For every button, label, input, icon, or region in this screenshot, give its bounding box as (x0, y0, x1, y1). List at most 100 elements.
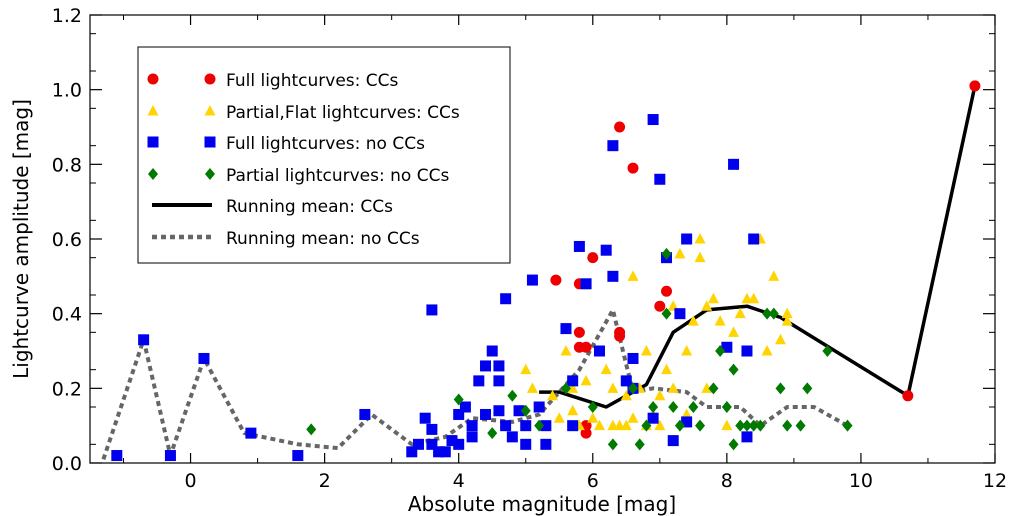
data-point-series-3 (533, 401, 545, 413)
data-point-series-3 (466, 420, 478, 432)
y-tick-label: 0.2 (52, 378, 82, 400)
data-point-series-3 (681, 416, 693, 428)
data-point-series-2 (728, 326, 740, 337)
data-point-series-2 (667, 300, 679, 311)
data-point-series-3 (292, 450, 304, 462)
data-point-series-4 (782, 419, 793, 432)
data-points (111, 80, 981, 462)
x-tick-label: 12 (983, 470, 1007, 492)
data-point-series-2 (774, 333, 786, 345)
data-point-series-3 (480, 360, 492, 372)
data-point-series-2 (701, 300, 713, 311)
data-point-series-1 (661, 285, 673, 297)
data-point-series-3 (359, 408, 371, 420)
data-point-series-3 (741, 345, 753, 357)
y-tick-label: 1.2 (52, 5, 82, 27)
data-point-series-4 (775, 382, 786, 395)
data-point-series-2 (567, 382, 579, 393)
data-point-series-3 (433, 446, 445, 458)
data-point-series-4 (748, 419, 759, 432)
data-point-series-4 (634, 438, 645, 451)
data-point-series-2 (781, 315, 793, 326)
data-point-series-1 (627, 162, 639, 174)
legend-marker (147, 136, 159, 148)
data-point-series-3 (493, 375, 505, 387)
data-point-series-4 (507, 389, 518, 402)
data-point-series-1 (580, 427, 592, 439)
data-point-series-3 (647, 114, 659, 126)
x-tick-label: 0 (185, 470, 197, 492)
data-point-series-4 (453, 393, 464, 406)
data-point-series-1 (580, 341, 592, 353)
data-point-series-2 (587, 412, 599, 423)
data-point-series-3 (439, 446, 451, 458)
data-point-series-3 (453, 408, 465, 420)
axes: 0 2 4 6 8 10 12 0.0 0.2 0.4 0.6 0.8 1.0 1.2 (52, 5, 1007, 492)
data-point-series-3 (426, 423, 438, 435)
data-point-series-3 (674, 308, 686, 320)
x-tick-label: 8 (721, 470, 733, 492)
data-point-series-3 (473, 375, 485, 387)
data-point-series-3 (520, 438, 532, 450)
data-point-series-3 (453, 438, 465, 450)
data-point-series-2 (721, 419, 733, 431)
data-point-series-2 (607, 382, 619, 393)
data-point-series-3 (681, 233, 693, 245)
data-point-series-3 (667, 435, 679, 447)
legend-label: Running mean: no CCs (226, 229, 420, 249)
data-point-series-4 (768, 307, 779, 320)
data-point-series-4 (674, 419, 685, 432)
legend-label: Full lightcurves: no CCs (226, 134, 425, 154)
data-point-series-4 (721, 401, 732, 413)
legend-marker (204, 105, 216, 116)
y-tick-label: 0.8 (52, 154, 82, 176)
y-tick-label: 1.0 (52, 80, 82, 102)
data-point-series-3 (245, 427, 257, 439)
data-point-series-4 (587, 401, 598, 413)
data-point-series-3 (493, 405, 505, 417)
data-point-series-2 (567, 404, 579, 416)
data-point-series-3 (607, 140, 619, 152)
data-point-series-4 (842, 419, 853, 432)
data-point-series-1 (587, 252, 599, 264)
data-point-series-4 (762, 307, 773, 320)
data-point-series-3 (567, 375, 579, 387)
data-point-series-3 (748, 233, 760, 245)
data-point-series-1 (614, 330, 626, 342)
data-point-series-4 (520, 404, 531, 417)
data-point-series-3 (540, 420, 552, 432)
data-point-series-3 (540, 438, 552, 450)
data-point-series-2 (674, 247, 686, 259)
data-point-series-2 (768, 270, 780, 281)
running-mean-line-1 (539, 85, 977, 409)
y-tick-label: 0.0 (52, 453, 82, 475)
data-point-series-3 (520, 420, 532, 432)
data-point-series-1 (902, 390, 914, 402)
data-point-series-4 (708, 382, 719, 395)
data-point-series-4 (628, 382, 638, 395)
data-point-series-3 (560, 323, 572, 335)
data-point-series-2 (627, 412, 639, 423)
data-point-series-3 (419, 412, 431, 424)
data-point-series-2 (687, 315, 699, 326)
data-point-series-3 (486, 345, 498, 357)
legend-marker (147, 73, 159, 85)
data-point-series-2 (654, 419, 666, 431)
data-point-series-4 (741, 419, 752, 432)
data-point-series-3 (426, 304, 438, 316)
data-point-series-4 (648, 401, 659, 413)
data-point-series-4 (715, 345, 726, 357)
x-tick-label: 6 (587, 470, 599, 492)
y-tick-label: 0.6 (52, 229, 82, 251)
data-point-series-3 (493, 360, 505, 372)
data-point-series-2 (627, 270, 639, 281)
legend-label: Partial lightcurves: no CCs (226, 166, 449, 186)
data-point-series-3 (198, 352, 210, 364)
x-tick-label: 10 (849, 470, 873, 492)
data-point-series-4 (735, 419, 746, 432)
data-point-series-4 (728, 438, 739, 451)
data-point-series-3 (459, 401, 471, 413)
data-point-series-2 (694, 233, 706, 244)
data-point-series-4 (487, 427, 498, 440)
